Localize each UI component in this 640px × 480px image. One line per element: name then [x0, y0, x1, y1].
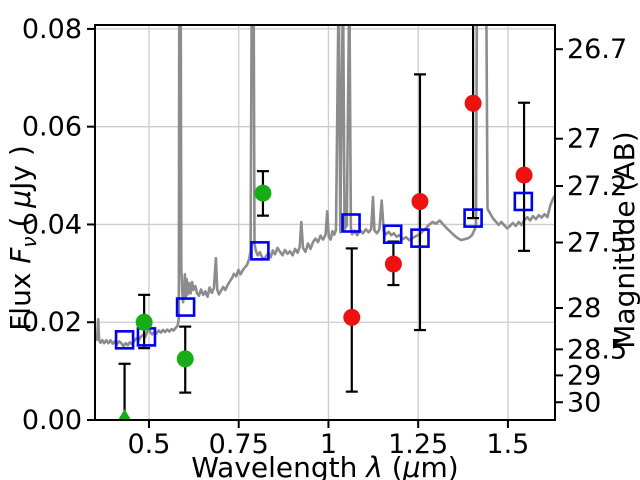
upper-limit-triangle	[118, 409, 131, 420]
green-circle-marker	[254, 184, 272, 202]
x-tick-label: 0.5	[128, 429, 171, 460]
y2-tick-label: 27.2	[567, 171, 627, 202]
x-tick-label: 0.75	[209, 429, 269, 460]
y-tick-label: 0.08	[22, 14, 82, 45]
green-circle-marker	[135, 313, 153, 331]
y2-tick-label: 29	[567, 360, 601, 391]
y-tick-label: 0.04	[22, 209, 82, 240]
y-tick-label: 0.00	[22, 405, 82, 436]
blue-square-marker	[382, 224, 403, 245]
tick-layer	[87, 27, 563, 428]
spectrum-layer	[95, 25, 555, 348]
y2-tick-label: 30	[567, 387, 601, 418]
marker-layer	[114, 94, 534, 420]
y2-tick-label: 27.5	[567, 227, 627, 258]
blue-square-marker	[341, 213, 361, 233]
blue-square-marker	[250, 241, 270, 261]
green-circle-marker	[176, 350, 194, 368]
tick-label-layer: 0.5 0.75 1 1.25 1.5 0.00 0.02 0.04 0.06 0.08 26.7 2…	[22, 14, 627, 460]
red-circle-marker	[411, 192, 429, 210]
y-axis-label: Flux Fν ( μJy )	[4, 145, 41, 331]
x-axis-label: Wavelength λ (μm)	[191, 451, 458, 480]
y-tick-label: 0.02	[22, 307, 82, 338]
y2-tick-label: 26.7	[567, 34, 627, 65]
x-tick-label: 1	[320, 429, 337, 460]
blue-square-marker	[114, 330, 135, 350]
y2-tick-label: 28	[567, 293, 601, 324]
blue-square-marker	[410, 228, 430, 248]
x-tick-label: 1.25	[388, 429, 448, 460]
axes-frame	[94, 24, 556, 421]
right-axis-label: Magnitude (AB)	[608, 131, 640, 348]
x-tick-label: 1.5	[486, 429, 529, 460]
y2-tick-label: 28.5	[567, 334, 627, 365]
red-circle-marker	[515, 166, 533, 184]
red-circle-marker	[384, 255, 402, 273]
blue-square-marker	[513, 191, 534, 212]
y-tick-label: 0.06	[22, 112, 82, 143]
spectrum-line	[95, 25, 555, 348]
red-circle-marker	[343, 308, 361, 326]
blue-square-marker	[175, 297, 196, 317]
axes-frame-layer	[94, 24, 556, 421]
red-circle-marker	[464, 94, 482, 112]
error-bar	[467, 25, 480, 220]
error-bar	[118, 362, 131, 418]
blue-square-marker	[463, 208, 483, 228]
y2-tick-label: 27	[567, 124, 601, 155]
gridlines	[95, 25, 555, 420]
